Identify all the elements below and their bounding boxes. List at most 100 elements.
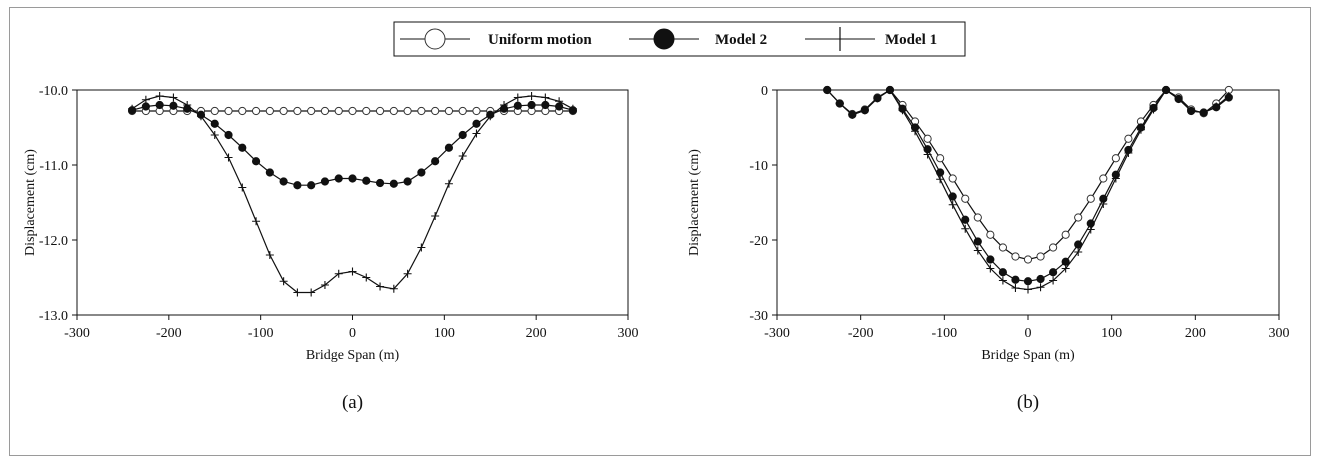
series-line-model-1 — [131, 95, 574, 294]
legend: Uniform motion Model 2 Model 1 — [393, 21, 966, 57]
data-point-model-1 — [279, 277, 288, 286]
data-point-model-1 — [417, 243, 426, 252]
data-point-model-2 — [141, 102, 150, 111]
data-point-uniform-motion — [334, 106, 343, 116]
data-point-model-2 — [320, 177, 330, 186]
y-axis-title: Displacement (cm) — [687, 149, 702, 256]
data-point-model-1 — [986, 264, 995, 273]
data-point-model-1 — [1061, 264, 1070, 273]
data-point-model-1 — [238, 183, 247, 192]
data-point-uniform-motion — [923, 134, 932, 143]
data-point-model-1 — [348, 267, 357, 276]
chart-panel-b: -300 -200 -100 0 100 200 300 0 -10 -20 -30 Bridge S… — [687, 84, 1290, 413]
data-point-model-1 — [923, 150, 932, 159]
data-point-model-2 — [224, 130, 233, 140]
data-point-uniform-motion — [1023, 255, 1033, 264]
data-point-uniform-motion — [948, 174, 957, 183]
data-point-uniform-motion — [348, 106, 357, 116]
data-point-uniform-motion — [417, 106, 426, 116]
data-point-uniform-motion — [293, 106, 302, 116]
data-point-model-1 — [128, 104, 137, 113]
x-tick-label: -100 — [248, 326, 274, 341]
data-point-model-2 — [251, 157, 261, 166]
panel-label: (a) — [342, 392, 363, 413]
y-tick-label: -10.0 — [39, 84, 68, 99]
x-tick-label: -300 — [764, 326, 790, 341]
data-point-model-1 — [389, 284, 398, 293]
data-point-uniform-motion — [1011, 252, 1020, 261]
data-point-model-2 — [362, 176, 371, 185]
data-point-model-2 — [961, 215, 970, 224]
data-point-model-1 — [403, 269, 412, 278]
y-tick-label: -12.0 — [39, 234, 68, 249]
data-point-model-1 — [823, 86, 832, 94]
x-tick-label: -300 — [64, 326, 90, 341]
data-point-uniform-motion — [444, 106, 454, 116]
data-point-uniform-motion — [307, 106, 316, 116]
data-point-model-1 — [541, 93, 550, 102]
y-tick-label: -13.0 — [39, 309, 68, 324]
legend-label-model-2: Model 2 — [715, 32, 767, 48]
data-point-model-1 — [500, 101, 509, 109]
data-point-uniform-motion — [458, 106, 467, 116]
data-point-model-1 — [1111, 174, 1120, 183]
data-point-model-2 — [458, 130, 467, 140]
data-point-model-1 — [1011, 284, 1020, 292]
data-point-uniform-motion — [210, 106, 219, 116]
data-point-model-1 — [1099, 200, 1108, 208]
data-point-model-1 — [169, 93, 178, 102]
data-point-model-1 — [513, 93, 522, 102]
data-point-model-1 — [210, 131, 219, 139]
data-point-uniform-motion — [1124, 134, 1133, 143]
x-tick-label: 300 — [618, 326, 639, 341]
data-point-uniform-motion — [1086, 194, 1095, 203]
chart-panel-a: -300 -200 -100 0 100 200 300 -10.0 -11.0 -12.0 -13… — [23, 84, 639, 413]
data-point-model-1 — [141, 95, 150, 104]
data-point-model-2 — [307, 181, 316, 190]
x-tick-label: 100 — [434, 326, 455, 341]
data-point-model-1 — [911, 127, 920, 136]
x-tick-label: 300 — [1269, 326, 1290, 341]
legend-label-uniform-motion: Uniform motion — [488, 32, 592, 48]
series-line-model-2 — [826, 89, 1230, 282]
data-point-model-1 — [1024, 285, 1032, 294]
data-point-model-1 — [1187, 107, 1196, 115]
data-point-uniform-motion — [265, 106, 274, 116]
x-axis-title: Bridge Span (m) — [981, 348, 1075, 363]
series-model-2 — [823, 85, 1233, 286]
plot-area-a — [76, 89, 629, 316]
data-point-model-1 — [1224, 92, 1233, 100]
data-point-model-2 — [431, 157, 440, 166]
data-point-model-1 — [320, 281, 329, 289]
data-point-model-2 — [155, 100, 164, 110]
x-tick-label: 0 — [349, 326, 356, 341]
data-point-model-1 — [196, 112, 205, 121]
x-tick-label: 100 — [1101, 326, 1122, 341]
data-point-model-1 — [307, 288, 316, 297]
data-point-model-1 — [1086, 225, 1095, 234]
data-point-uniform-motion — [1036, 252, 1045, 261]
data-point-model-2 — [444, 143, 454, 152]
y-axis-title: Displacement (cm) — [23, 149, 38, 256]
data-point-uniform-motion — [375, 106, 385, 116]
data-point-model-1 — [444, 179, 453, 188]
legend-marker-uniform-motion-icon — [424, 28, 446, 50]
data-point-model-2 — [265, 168, 274, 177]
legend-marker-model-2-icon — [653, 28, 675, 50]
data-point-model-1 — [1174, 95, 1183, 103]
data-point-uniform-motion — [362, 106, 371, 116]
data-point-model-1 — [1199, 108, 1208, 117]
data-point-model-1 — [1162, 86, 1171, 94]
data-point-uniform-motion — [320, 106, 330, 116]
data-point-model-1 — [155, 92, 164, 100]
data-point-uniform-motion — [472, 106, 481, 116]
data-point-model-2 — [238, 143, 247, 152]
x-tick-label: -100 — [931, 326, 957, 341]
data-point-model-1 — [527, 92, 536, 100]
data-point-model-2 — [375, 178, 385, 188]
data-point-model-2 — [973, 237, 982, 246]
data-point-model-2 — [1011, 275, 1020, 284]
data-point-uniform-motion — [403, 106, 412, 116]
data-point-model-1 — [961, 224, 970, 233]
